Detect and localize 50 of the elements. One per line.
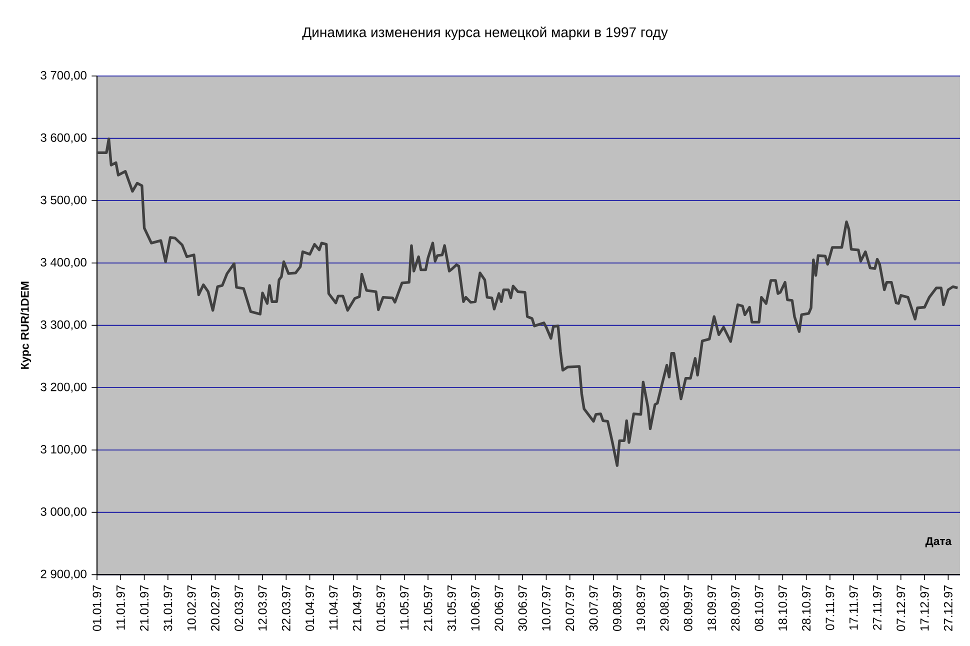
x-tick-label: 29.08.97 [660, 585, 669, 631]
x-tick-label: 01.01.97 [92, 585, 102, 631]
x-tick-label: 10.02.97 [187, 585, 196, 630]
x-tick-label: 31.05.97 [447, 585, 456, 631]
x-tick-label: 08.10.97 [754, 585, 764, 631]
x-tick-label: 17.11.97 [849, 585, 858, 630]
x-tick-label: 18.10.97 [778, 585, 787, 630]
x-tick-label: 17.12.97 [920, 585, 929, 630]
y-tick-label: 3 600,00 [40, 133, 86, 144]
x-tick-label: 27.12.97 [944, 585, 952, 631]
x-tick-label: 30.06.97 [518, 585, 527, 631]
x-tick-label: 19.08.97 [636, 585, 646, 630]
x-tick-label: 21.01.97 [140, 585, 149, 631]
x-tick-label: 11.01.97 [116, 585, 125, 630]
x-tick-label: 20.07.97 [566, 585, 574, 631]
x-tick-label: 27.11.97 [873, 585, 882, 630]
x-tick-label: 01.05.97 [376, 585, 385, 631]
x-axis-title: Дата [925, 537, 952, 548]
x-tick-label: 09.08.97 [612, 585, 622, 631]
line-series [97, 138, 959, 467]
y-tick-label: 3 400,00 [40, 258, 86, 268]
x-tick-label: 20.02.97 [210, 585, 220, 631]
x-tick-label: 10.07.97 [542, 585, 550, 630]
x-tick-label: 02.03.97 [234, 585, 244, 631]
x-tick-label: 07.11.97 [826, 585, 834, 630]
x-tick-label: 11.04.97 [329, 585, 338, 630]
x-tick-label: 12.03.97 [258, 585, 267, 630]
y-axis-title: Курс RUR/1DEM [20, 282, 32, 369]
x-tick-label: 11.05.97 [400, 585, 409, 630]
y-tick-label: 2 900,00 [40, 570, 86, 580]
x-tick-label: 07.12.97 [896, 585, 906, 631]
x-tick-label: 08.09.97 [684, 585, 692, 631]
x-tick-label: 22.03.97 [282, 585, 290, 631]
x-tick-label: 21.05.97 [424, 585, 432, 631]
x-tick-label: 18.09.97 [707, 585, 716, 630]
x-tick-label: 28.09.97 [731, 585, 740, 631]
x-tick-label: 10.06.97 [471, 585, 480, 630]
x-tick-label: 20.06.97 [494, 585, 504, 631]
y-tick-label: 3 100,00 [40, 445, 86, 455]
y-tick-label: 3 200,00 [40, 382, 86, 393]
x-tick-label: 01.04.97 [306, 585, 314, 631]
x-tick-label: 28.10.97 [802, 585, 811, 631]
x-tick-label: 30.07.97 [589, 585, 598, 631]
x-tick-label: 21.04.97 [352, 585, 362, 631]
y-tick-label: 3 700,00 [40, 71, 86, 81]
chart-title: Динамика изменения курса немецкой марки в 1997 году [302, 26, 668, 40]
y-tick-label: 3 500,00 [40, 196, 86, 206]
y-tick-label: 3 000,00 [40, 507, 86, 518]
x-tick-label: 31.01.97 [164, 585, 172, 631]
y-tick-label: 3 300,00 [40, 320, 86, 330]
